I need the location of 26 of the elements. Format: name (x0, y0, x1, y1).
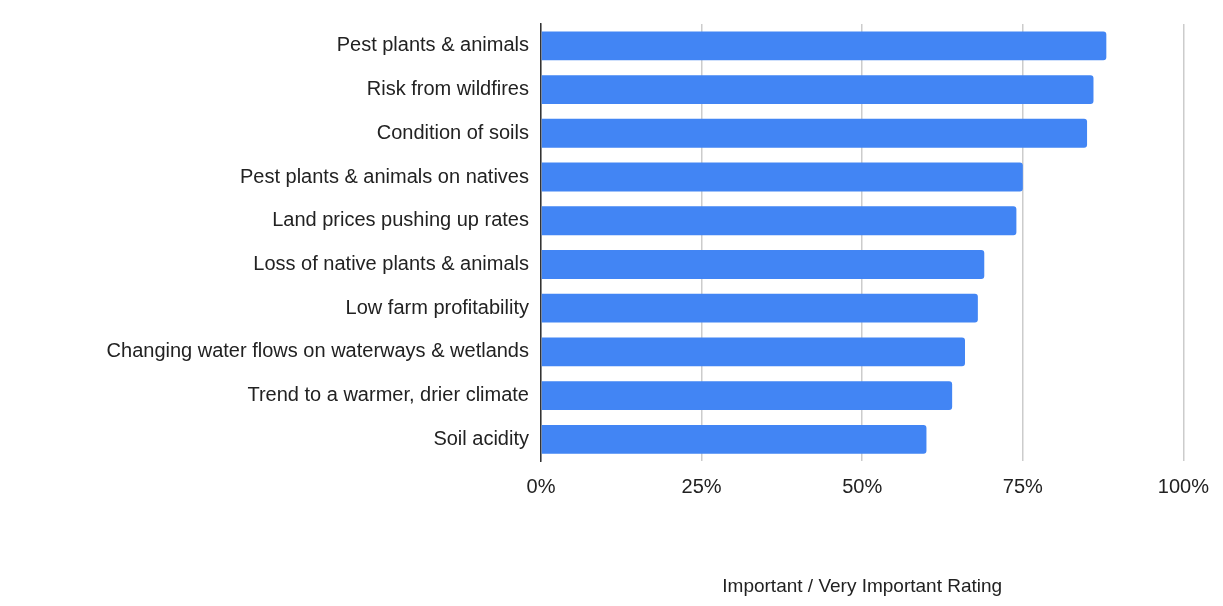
y-tick-label: Pest plants & animals (336, 33, 529, 56)
bar (541, 250, 985, 279)
bar (541, 424, 927, 454)
x-tick-label: 0% (526, 474, 556, 497)
bar (541, 206, 1017, 236)
y-tick-label: Pest plants & animals on natives (239, 164, 529, 187)
bar (541, 162, 1023, 192)
x-tick-label: 75% (1002, 474, 1044, 497)
bar (541, 293, 978, 323)
y-tick-label: Changing water flows on waterways & wetlands (106, 339, 529, 362)
bar (541, 381, 953, 411)
y-tick-label: Trend to a warmer, drier climate (247, 383, 529, 406)
bar (541, 31, 1107, 61)
x-tick-label: 100% (1157, 474, 1210, 497)
x-tick-label: 25% (681, 474, 722, 497)
x-tick-label: 50% (842, 474, 883, 497)
y-tick-label: Risk from wildfires (366, 77, 529, 100)
y-tick-label: Condition of soils (376, 120, 529, 143)
y-tick-label: Loss of native plants & animals (253, 251, 529, 274)
bar (541, 75, 1094, 105)
y-tick-label: Soil acidity (433, 426, 529, 449)
y-tick-label: Land prices pushing up rates (272, 208, 529, 231)
y-tick-label: Low farm profitability (345, 295, 529, 318)
x-axis-title: Important / Very Important Rating (722, 574, 1003, 596)
bar (541, 337, 965, 367)
bar (541, 118, 1088, 148)
